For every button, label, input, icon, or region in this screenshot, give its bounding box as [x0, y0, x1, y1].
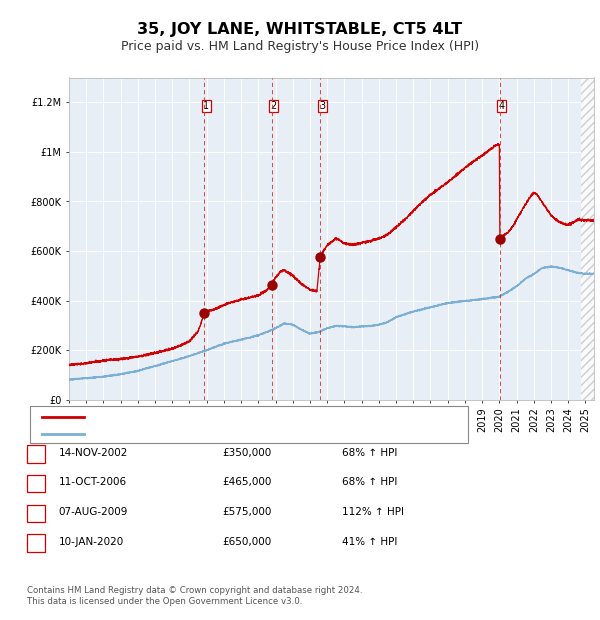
Text: 2: 2	[271, 101, 277, 111]
Text: Price paid vs. HM Land Registry's House Price Index (HPI): Price paid vs. HM Land Registry's House …	[121, 40, 479, 53]
Text: 4: 4	[499, 101, 505, 111]
Text: 35, JOY LANE, WHITSTABLE, CT5 4LT: 35, JOY LANE, WHITSTABLE, CT5 4LT	[137, 22, 463, 37]
Text: 68% ↑ HPI: 68% ↑ HPI	[342, 448, 397, 458]
Text: 14-NOV-2002: 14-NOV-2002	[59, 448, 128, 458]
Text: Contains HM Land Registry data © Crown copyright and database right 2024.
This d: Contains HM Land Registry data © Crown c…	[27, 585, 362, 606]
Text: 1: 1	[203, 101, 209, 111]
Text: 07-AUG-2009: 07-AUG-2009	[59, 507, 128, 517]
Polygon shape	[581, 78, 594, 400]
Text: 2: 2	[32, 477, 40, 487]
Text: HPI: Average price, detached house, Canterbury: HPI: Average price, detached house, Cant…	[93, 429, 345, 439]
Text: £575,000: £575,000	[222, 507, 271, 517]
Text: 35, JOY LANE, WHITSTABLE, CT5 4LT (detached house): 35, JOY LANE, WHITSTABLE, CT5 4LT (detac…	[93, 412, 375, 422]
Text: 3: 3	[319, 101, 325, 111]
Text: £650,000: £650,000	[222, 537, 271, 547]
Text: 41% ↑ HPI: 41% ↑ HPI	[342, 537, 397, 547]
Text: 1: 1	[32, 448, 40, 458]
Text: 4: 4	[32, 537, 40, 547]
Text: £350,000: £350,000	[222, 448, 271, 458]
Text: 68% ↑ HPI: 68% ↑ HPI	[342, 477, 397, 487]
Text: 112% ↑ HPI: 112% ↑ HPI	[342, 507, 404, 517]
Text: 3: 3	[32, 507, 40, 517]
Text: £465,000: £465,000	[222, 477, 271, 487]
Text: 10-JAN-2020: 10-JAN-2020	[59, 537, 124, 547]
Text: 11-OCT-2006: 11-OCT-2006	[59, 477, 127, 487]
